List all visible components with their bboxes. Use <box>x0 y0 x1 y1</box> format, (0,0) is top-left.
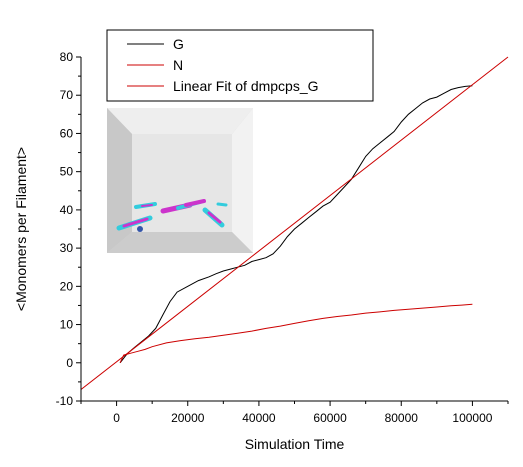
simulation-snapshot-inset <box>107 108 253 253</box>
y-tick-label: 10 <box>60 318 74 332</box>
series-line-linear-fit-of-dmpcps-g <box>80 56 509 390</box>
x-tick-label: 40000 <box>242 411 276 425</box>
y-axis-label: <Monomers per Filament> <box>13 147 29 311</box>
y-tick-label: 30 <box>60 241 74 255</box>
plot-lines <box>80 56 509 390</box>
y-tick-label: 0 <box>66 356 73 370</box>
legend-label: Linear Fit of dmpcps_G <box>173 78 319 94</box>
x-axis-label: Simulation Time <box>245 436 345 452</box>
y-tick-label: -10 <box>56 394 74 408</box>
x-tick-label: 60000 <box>313 411 347 425</box>
y-tick-label: 50 <box>60 165 74 179</box>
series-line-g <box>119 85 473 364</box>
legend-label: N <box>173 57 183 73</box>
axes: 0 20000 40000 60000 80000 100000 -10 0 10 20 30 40 5… <box>56 50 509 425</box>
x-tick-label: 0 <box>113 411 120 425</box>
y-tick-label: 60 <box>60 126 74 140</box>
legend: GN Linear Fit of dmpcps_G <box>106 29 374 102</box>
y-tick-label: 20 <box>60 279 74 293</box>
x-tick-label: 20000 <box>171 411 205 425</box>
x-tick-label: 100000 <box>452 411 492 425</box>
y-tick-label: 80 <box>60 50 74 64</box>
y-tick-label: 40 <box>60 203 74 217</box>
legend-label: G <box>173 36 184 52</box>
series-line-n <box>119 303 473 364</box>
y-tick-label: 70 <box>60 88 74 102</box>
x-tick-label: 80000 <box>385 411 419 425</box>
